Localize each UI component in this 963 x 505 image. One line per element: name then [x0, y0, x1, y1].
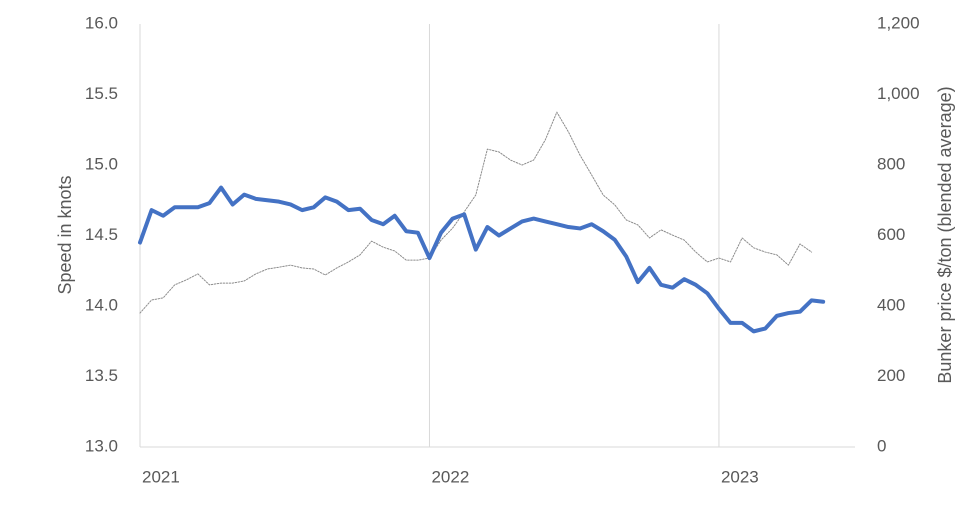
y2-tick-label: 200	[877, 366, 905, 385]
y-tick-label: 13.5	[85, 366, 118, 385]
speed-line	[138, 185, 826, 334]
x-tick-label: 2022	[431, 467, 469, 486]
y-tick-label: 13.0	[85, 436, 118, 455]
x-tick-label: 2023	[721, 467, 759, 486]
y2-axis-title: Bunker price $/ton (blended average)	[935, 86, 955, 383]
y-tick-label: 15.0	[85, 154, 118, 173]
y2-tick-label: 400	[877, 295, 905, 314]
y2-tick-label: 600	[877, 225, 905, 244]
y2-tick-label: 800	[877, 154, 905, 173]
y-tick-label: 16.0	[85, 13, 118, 32]
y2-tick-label: 1,200	[877, 13, 920, 32]
x-tick-label: 2021	[142, 467, 180, 486]
y2-tick-label: 1,000	[877, 84, 920, 103]
bunker-line	[139, 111, 813, 314]
y2-tick-label: 0	[877, 436, 886, 455]
y-tick-label: 14.5	[85, 225, 118, 244]
y-tick-label: 15.5	[85, 84, 118, 103]
y-tick-label: 14.0	[85, 295, 118, 314]
y-axis-title: Speed in knots	[55, 175, 75, 294]
